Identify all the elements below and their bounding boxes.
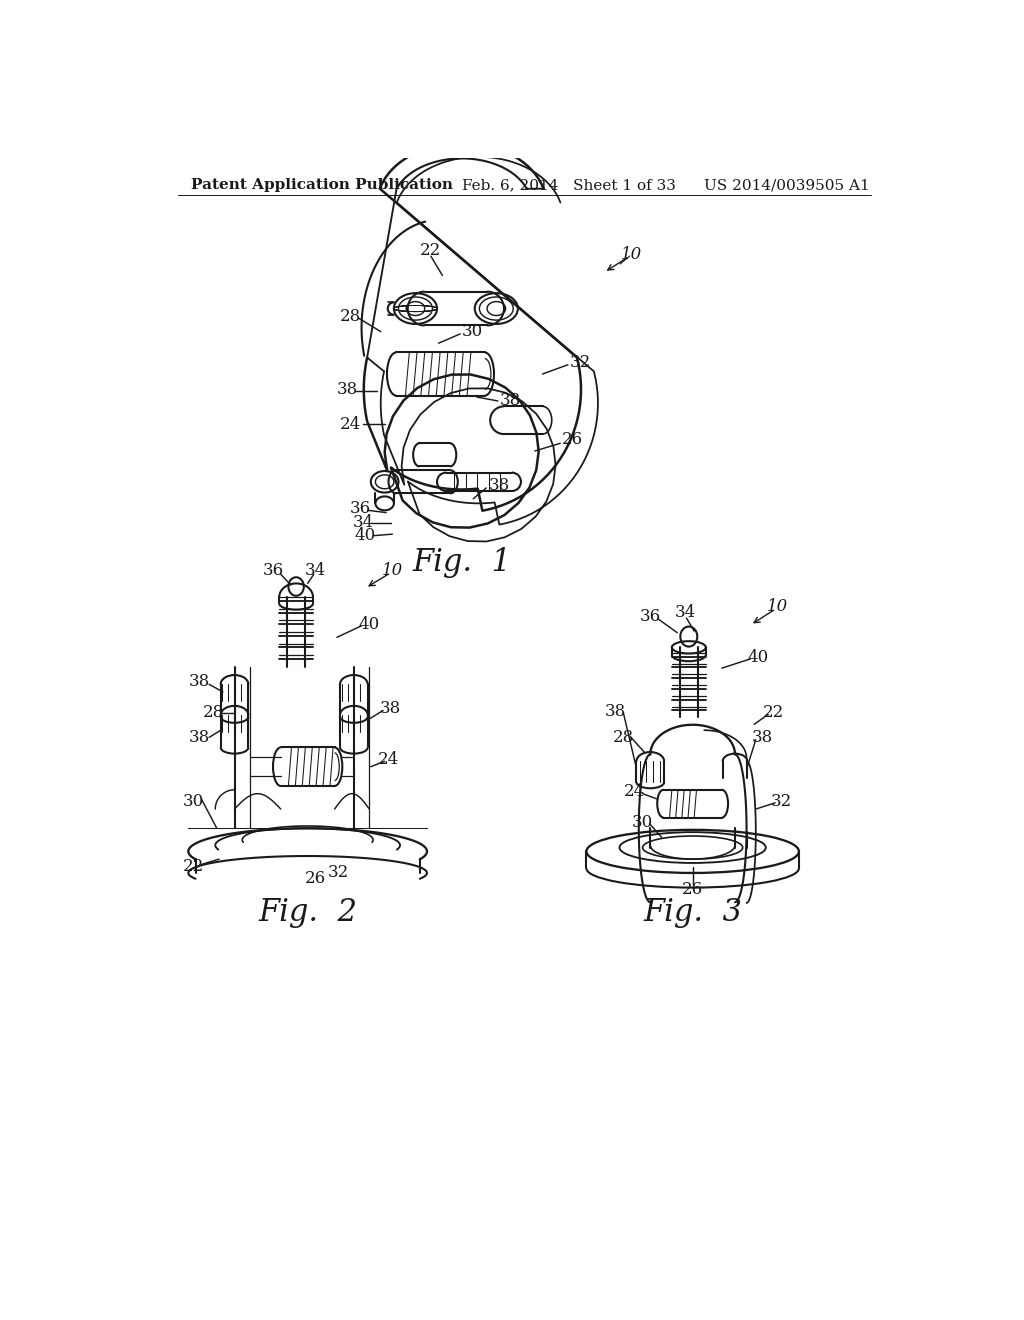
Text: 36: 36	[640, 609, 660, 626]
Text: 26: 26	[305, 870, 326, 887]
Text: 38: 38	[488, 477, 510, 494]
Text: 40: 40	[358, 615, 380, 632]
Text: 30: 30	[462, 323, 483, 341]
Text: 22: 22	[420, 243, 441, 259]
Text: Patent Application Publication: Patent Application Publication	[190, 178, 453, 193]
Text: 28: 28	[203, 705, 224, 721]
Text: 26: 26	[562, 430, 583, 447]
Text: 38: 38	[337, 381, 358, 397]
Text: 10: 10	[382, 562, 403, 579]
Text: Fig.  3: Fig. 3	[643, 898, 742, 928]
Text: 38: 38	[752, 729, 772, 746]
Text: US 2014/0039505 A1: US 2014/0039505 A1	[705, 178, 869, 193]
Text: 38: 38	[500, 392, 521, 409]
Text: Fig.  1: Fig. 1	[412, 548, 511, 578]
Text: 40: 40	[354, 527, 376, 544]
Text: 36: 36	[349, 500, 371, 517]
Text: 38: 38	[605, 702, 627, 719]
Text: 28: 28	[339, 308, 360, 325]
Text: 30: 30	[632, 813, 653, 830]
Text: 24: 24	[625, 783, 645, 800]
Text: 24: 24	[340, 416, 361, 433]
Text: 22: 22	[183, 858, 205, 875]
Text: 26: 26	[682, 882, 703, 899]
Text: 36: 36	[262, 562, 284, 579]
Text: 32: 32	[328, 865, 349, 882]
Text: 28: 28	[612, 729, 634, 746]
Text: 34: 34	[305, 562, 326, 579]
Text: 40: 40	[748, 649, 769, 665]
Text: 24: 24	[378, 751, 399, 767]
Text: 10: 10	[767, 598, 788, 615]
Text: 22: 22	[763, 705, 784, 721]
Text: 38: 38	[189, 729, 211, 746]
Text: Fig.  2: Fig. 2	[258, 898, 357, 928]
Text: 32: 32	[771, 793, 792, 810]
Text: 34: 34	[352, 513, 374, 531]
Text: 10: 10	[621, 246, 642, 263]
Text: 38: 38	[189, 673, 211, 690]
Text: 34: 34	[675, 605, 695, 622]
Text: 30: 30	[183, 793, 205, 810]
Text: Feb. 6, 2014   Sheet 1 of 33: Feb. 6, 2014 Sheet 1 of 33	[462, 178, 676, 193]
Text: 32: 32	[569, 354, 591, 371]
Text: 38: 38	[380, 701, 401, 718]
